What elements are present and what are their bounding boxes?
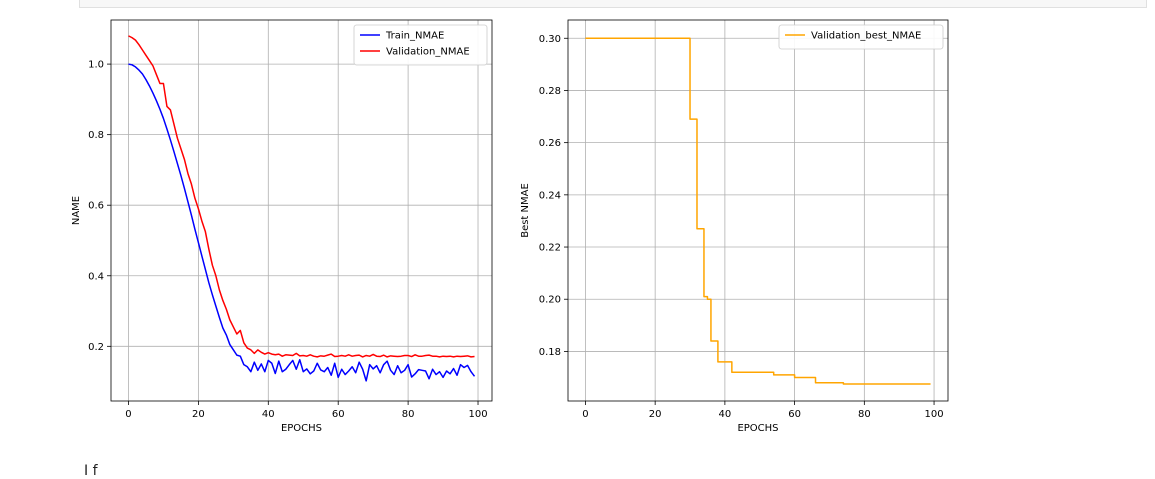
y-tick-label: 0.20 [539,295,561,306]
legend-box [778,24,944,50]
plot-frame [567,19,949,402]
x-tick-label: 0 [125,409,131,420]
x-tick-label: 0 [582,409,588,420]
next-cell-text: I f [84,463,98,479]
x-tick-label: 40 [262,409,275,420]
chart-2: 0 20 40 60 80 100 0.18 0.20 0.22 0.24 0.26 0.28 0.30… [520,19,949,434]
y-tick-label: 0.8 [88,130,104,141]
x-tick-label: 20 [192,409,205,420]
y-axis-label: Best NMAE [520,183,531,238]
x-tick-label: 80 [858,409,871,420]
legend-label: Validation_best_NMAE [811,31,921,42]
legend: Validation_best_NMAE [778,24,944,50]
x-tick-label: 40 [719,409,732,420]
legend: Train_NMAE Validation_NMAE [353,24,488,66]
x-tick-label: 20 [649,409,662,420]
x-tick-label: 100 [468,409,487,420]
series-line-validation-nmae [128,35,475,358]
charts-figure: 0 20 40 60 80 100 0.2 0.4 0.6 0.8 1.0 EPOCHS NAME Tra… [71,19,949,434]
y-tick-label: 0.24 [539,190,561,201]
y-tick-label: 0.22 [539,243,561,254]
notebook-cell-top-border [79,0,1147,8]
chart-1: 0 20 40 60 80 100 0.2 0.4 0.6 0.8 1.0 EPOCHS NAME Tra… [71,19,493,434]
legend-label: Train_NMAE [385,31,444,42]
series-line-validation-best-nmae [585,37,931,385]
y-tick-label: 0.6 [88,201,104,212]
y-tick-label: 0.26 [539,138,561,149]
y-tick-label: 0.18 [539,347,561,358]
y-tick-label: 0.2 [88,342,104,353]
x-tick-label: 60 [332,409,345,420]
y-axis-label: NAME [71,196,82,225]
y-tick-label: 0.4 [88,271,104,282]
x-tick-label: 80 [402,409,415,420]
series-line-train-nmae [128,63,476,382]
y-tick-label: 1.0 [88,60,104,71]
x-tick-label: 60 [788,409,801,420]
legend-label: Validation_NMAE [386,47,470,58]
x-axis-label: EPOCHS [281,423,322,434]
legend-box [353,24,488,66]
cell-output-area: 0 20 40 60 80 100 0.2 0.4 0.6 0.8 1.0 EPOCHS NAME Tra… [0,8,1155,453]
y-tick-label: 0.28 [539,86,561,97]
y-tick-label: 0.30 [539,34,561,45]
x-tick-label: 100 [925,409,944,420]
plot-frame [110,19,493,402]
x-axis-label: EPOCHS [737,423,778,434]
